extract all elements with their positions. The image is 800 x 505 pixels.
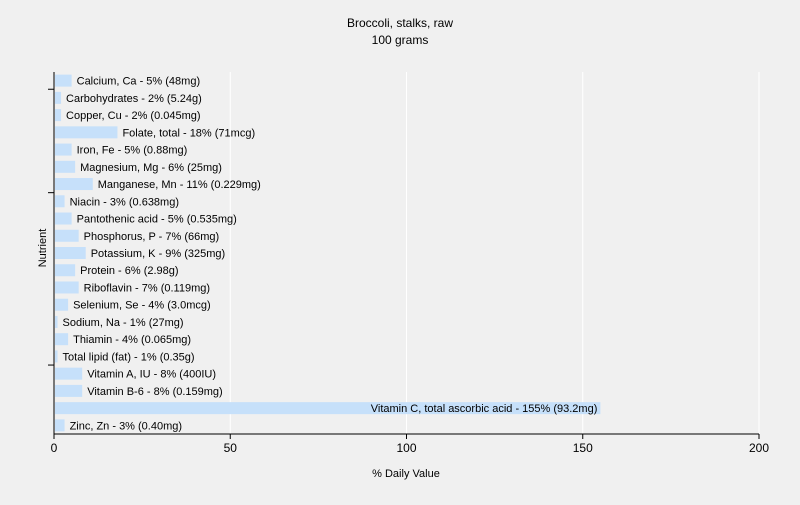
bar-label: Potassium, K - 9% (325mg): [91, 248, 226, 260]
bar: [55, 384, 83, 397]
bar-label: Total lipid (fat) - 1% (0.35g): [63, 351, 195, 363]
bar: [55, 264, 76, 277]
bar-label: Iron, Fe - 5% (0.88mg): [77, 145, 188, 157]
bar-label: Pantothenic acid - 5% (0.535mg): [77, 214, 237, 226]
x-tick-label: 200: [749, 441, 769, 455]
bar: [55, 212, 72, 225]
bar: [55, 350, 58, 363]
bar: [55, 126, 118, 139]
bar: [55, 178, 93, 191]
chart-title: Broccoli, stalks, raw: [347, 16, 453, 30]
bar-label: Sodium, Na - 1% (27mg): [63, 317, 184, 329]
y-axis-label: Nutrient: [37, 229, 49, 268]
chart-subtitle: 100 grams: [372, 33, 429, 47]
bar-label: Copper, Cu - 2% (0.045mg): [66, 110, 201, 122]
bar: [55, 229, 79, 242]
bar: [55, 247, 86, 259]
bar: [55, 91, 62, 104]
bar-label: Protein - 6% (2.98g): [80, 265, 178, 277]
bar: [55, 402, 601, 415]
bar-label: Carbohydrates - 2% (5.24g): [66, 93, 202, 105]
bar: [55, 281, 79, 294]
bar: [55, 298, 69, 311]
x-tick-label: 150: [573, 441, 593, 455]
bar-label: Vitamin B-6 - 8% (0.159mg): [87, 386, 223, 398]
bar: [55, 74, 72, 87]
bars-group: Calcium, Ca - 5% (48mg) Carbohydrates - 2…: [55, 74, 601, 432]
bar-label: Vitamin C, total ascorbic acid - 155% (9…: [371, 403, 598, 415]
bar: [55, 195, 65, 208]
bar: [55, 419, 65, 432]
bar: [55, 333, 69, 346]
bar-label: Magnesium, Mg - 6% (25mg): [80, 162, 222, 174]
bar: [55, 367, 83, 380]
bar-label: Zinc, Zn - 3% (0.40mg): [70, 420, 182, 432]
bar: [55, 109, 62, 122]
bar-label: Niacin - 3% (0.638mg): [70, 196, 179, 208]
bar: [55, 315, 58, 328]
grid-lines: [229, 72, 760, 434]
bar-label: Thiamin - 4% (0.065mg): [73, 334, 191, 346]
bar-label: Phosphorus, P - 7% (66mg): [84, 231, 220, 243]
bar: [55, 160, 76, 173]
axes: 0 50 100 150 200: [48, 72, 769, 455]
bar-label: Riboflavin - 7% (0.119mg): [84, 282, 210, 294]
bar-label: Calcium, Ca - 5% (48mg): [77, 76, 200, 88]
x-tick-label: 100: [396, 441, 416, 455]
bar-label: Selenium, Se - 4% (3.0mcg): [73, 300, 211, 312]
bar-label: Manganese, Mn - 11% (0.229mg): [98, 179, 261, 191]
x-tick-label: 50: [224, 441, 238, 455]
bar-label: Folate, total - 18% (71mcg): [122, 127, 255, 139]
x-tick-label: 0: [51, 441, 58, 455]
bar-label: Vitamin A, IU - 8% (400IU): [87, 369, 216, 381]
x-axis-label: % Daily Value: [372, 468, 440, 480]
bar: [55, 143, 72, 156]
